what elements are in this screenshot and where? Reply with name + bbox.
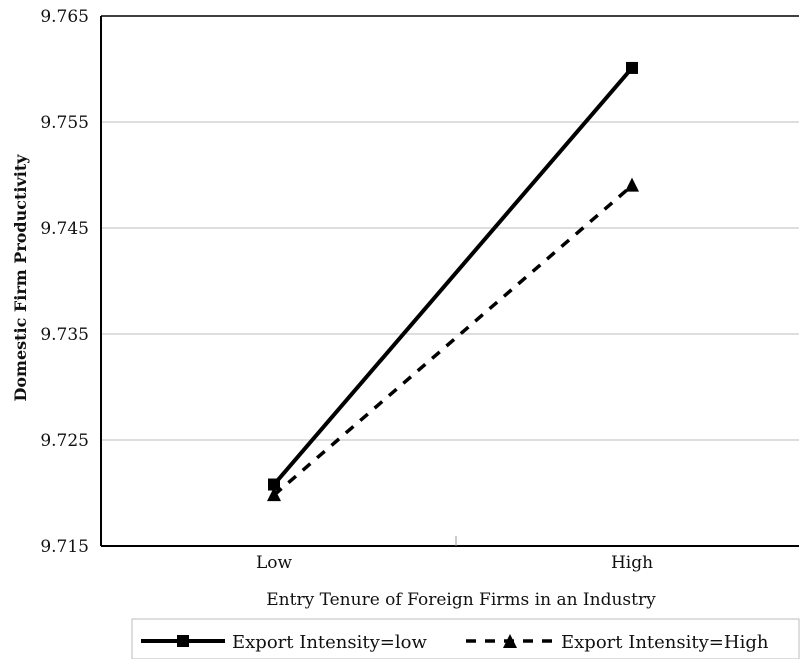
square-marker xyxy=(626,61,638,74)
axes xyxy=(100,15,799,547)
legend-label-high: Export Intensity=High xyxy=(561,632,769,653)
series-line-high xyxy=(272,184,634,497)
triangle-marker xyxy=(625,177,639,192)
series-lines xyxy=(267,61,639,502)
legend: Export Intensity=low Export Intensity=Hig… xyxy=(131,618,800,659)
y-tick-label: 9.725 xyxy=(40,431,89,451)
legend-label-low: Export Intensity=low xyxy=(232,632,427,653)
gridlines xyxy=(101,121,799,441)
x-tick-label: Low xyxy=(256,553,293,573)
y-axis-title: Domestic Firm Productivity xyxy=(11,154,30,402)
square-marker xyxy=(268,478,280,491)
triangle-marker xyxy=(503,634,517,648)
y-tick-label: 9.745 xyxy=(40,219,89,239)
y-tick-label: 9.715 xyxy=(40,537,89,557)
y-tick-label: 9.765 xyxy=(40,7,89,27)
series-line-low xyxy=(272,66,634,486)
x-axis-title: Entry Tenure of Foreign Firms in an Indu… xyxy=(266,590,656,610)
x-tick-label: High xyxy=(611,553,653,573)
x-tick-labels: Low High xyxy=(256,536,653,573)
y-tick-label: 9.755 xyxy=(40,113,89,133)
y-tick-label: 9.735 xyxy=(40,325,89,345)
triangle-marker xyxy=(267,487,281,502)
y-tick-labels: 9.715 9.725 9.735 9.745 9.755 9.765 xyxy=(40,7,89,557)
legend-box xyxy=(131,618,800,659)
square-marker xyxy=(177,635,189,647)
